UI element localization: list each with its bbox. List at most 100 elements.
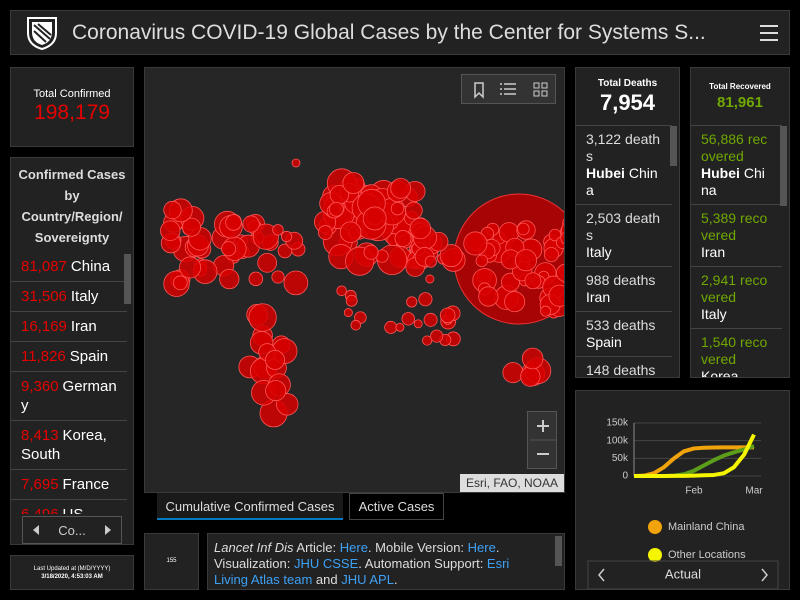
bubble [406, 296, 418, 308]
place: Italy [586, 244, 662, 261]
attribution: Esri, FAO, NOAA [459, 474, 564, 492]
link[interactable]: JHU APL [341, 572, 394, 587]
scrollbar[interactable] [780, 126, 787, 206]
prev-arrow [598, 568, 605, 582]
label: Total Deaths [597, 78, 658, 89]
info-text: Lancet Inf Dis Article: Here. Mobile Ver… [214, 540, 544, 588]
stat-row: 533 deaths Spain [576, 312, 672, 357]
unit: deaths [586, 210, 661, 243]
bubble [504, 291, 526, 313]
count-line: 1,540 recovered [701, 334, 772, 368]
count: 31,506 [21, 288, 67, 305]
country-row: 31,506 Italy [11, 282, 127, 312]
count: 1,540 [701, 334, 737, 350]
unit: deaths [586, 131, 661, 164]
bubble [520, 366, 541, 387]
country: Iran [586, 289, 611, 305]
series-line [633, 445, 755, 478]
place: Hubei China [586, 165, 662, 199]
bubble [560, 232, 564, 245]
bubble [524, 272, 542, 290]
bubble [179, 256, 202, 279]
bubble [342, 172, 365, 194]
count: 7,695 [21, 476, 59, 493]
bubble [182, 217, 201, 237]
x-tick-label: Mar [745, 486, 763, 497]
country-row: 81,087 China [11, 252, 127, 282]
bubble [248, 303, 277, 332]
title: Coronavirus COVID-19 Global Cases by the… [72, 21, 706, 44]
bubble [283, 270, 309, 296]
stat-row: 3,122 deaths Hubei China [576, 126, 672, 205]
chart-tab[interactable] [587, 560, 779, 589]
info-box: Lancet Inf Dis Article: Here. Mobile Ver… [207, 533, 565, 590]
bubble [328, 201, 344, 217]
bubble [401, 312, 415, 326]
scrollbar[interactable] [555, 536, 562, 566]
tab-active[interactable]: Cumulative Confirmed Cases [157, 493, 343, 520]
count: 5,389 [701, 210, 737, 226]
legend-swatch [648, 548, 662, 562]
toolbar-icons[interactable] [462, 75, 557, 105]
zoom-icons[interactable] [528, 412, 558, 470]
next-arrow[interactable] [105, 525, 111, 535]
info-badge[interactable]: 155 [144, 533, 199, 590]
province: Hubei [586, 165, 625, 181]
country: Italy [586, 244, 612, 260]
count-line: 533 deaths [586, 317, 662, 334]
bubble [548, 284, 564, 307]
bubble [339, 221, 362, 243]
bubble [543, 247, 559, 263]
text: . Automation Support: [358, 556, 487, 571]
logo[interactable] [25, 15, 59, 51]
next-arrow [761, 568, 768, 582]
bubble [257, 252, 277, 273]
value: 198,179 [34, 101, 110, 124]
bubble [242, 215, 260, 233]
y-tick-label: 150k [606, 418, 629, 429]
bubble [425, 274, 435, 284]
bubble [540, 305, 552, 317]
country-row: 7,695 France [11, 470, 127, 500]
count: 81,087 [21, 258, 67, 275]
unit: deaths [613, 362, 656, 378]
bubble [248, 271, 264, 287]
country: Spain [586, 334, 622, 350]
link[interactable]: JHU CSSE [293, 556, 359, 571]
map[interactable]: Esri, FAO, NOAA [144, 67, 565, 493]
bubble [221, 241, 237, 257]
y-tick-label: 100k [606, 435, 629, 446]
country: US [63, 506, 84, 514]
bubble [409, 217, 431, 240]
label: Last Updated at (M/D/YYYY) [33, 566, 111, 572]
country: Iran [70, 318, 97, 335]
count-line: 56,886 recovered [701, 131, 772, 165]
bubble [291, 158, 301, 168]
count: 3,122 [586, 131, 622, 147]
value: 7,954 [599, 90, 656, 115]
scrollbar[interactable] [124, 254, 131, 304]
bubble [514, 249, 537, 272]
link[interactable]: Here [467, 540, 496, 555]
province: Hubei [701, 165, 740, 181]
bubble [439, 244, 463, 268]
badge-text: 155 [166, 558, 177, 564]
scrollbar[interactable] [670, 126, 677, 166]
chart-panel: 0 50k 100k 150k Feb Mar Mainland China Other Lo… [575, 390, 790, 590]
value: 3/18/2020, 4:53:03 AM [41, 574, 103, 580]
tab[interactable]: Active Cases [349, 493, 444, 520]
list-title: Confirmed Cases by Country/Region/ Sover… [18, 167, 126, 245]
bubble [424, 255, 437, 268]
bubble [521, 347, 544, 370]
bubble [502, 362, 524, 384]
count-line: 3,122 deaths [586, 131, 662, 165]
link[interactable]: Esri Living Atlas team [214, 556, 510, 587]
bubble [418, 292, 433, 307]
country-row: 6,496 US [11, 500, 127, 514]
link[interactable]: Here [339, 540, 368, 555]
menu-button[interactable] [760, 24, 780, 42]
prev-arrow[interactable] [33, 525, 39, 535]
total-recovered: Total Recovered 81,961 56,886 recovered Hu… [690, 67, 790, 378]
count: 8,413 [21, 427, 59, 444]
count-line: 2,941 recovered [701, 272, 772, 306]
